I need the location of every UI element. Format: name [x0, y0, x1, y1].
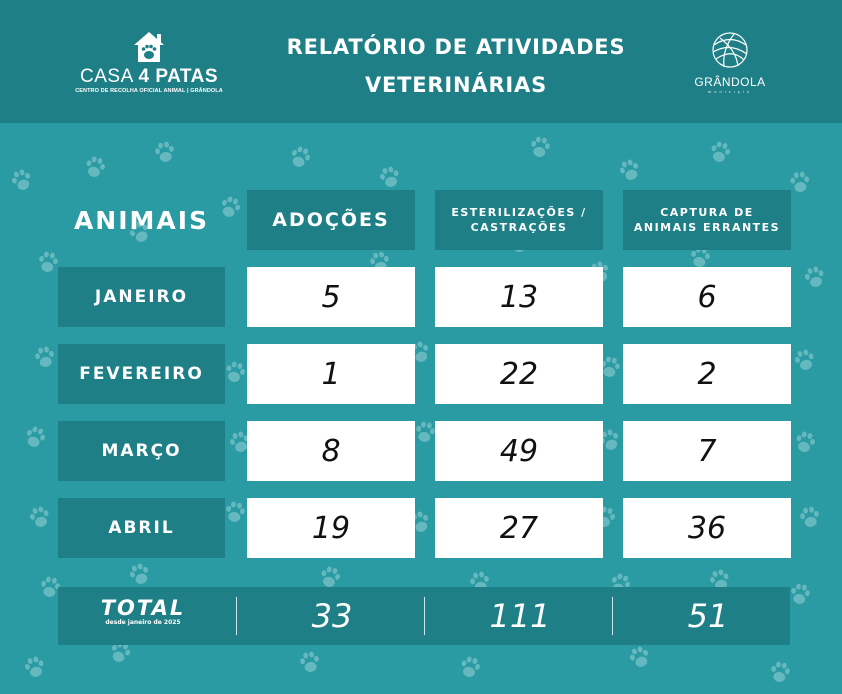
- column-header-label: ADOÇÕES: [272, 209, 390, 231]
- house-paw-icon: [134, 32, 164, 62]
- paw-icon: [619, 159, 639, 180]
- paw-icon: [629, 646, 649, 667]
- paw-icon: [25, 656, 44, 677]
- total-captures: 51: [687, 597, 729, 635]
- cell-marco-sterilizations: 49: [435, 421, 603, 481]
- paw-icon: [711, 141, 730, 162]
- paw-icon: [155, 141, 174, 162]
- title-line-1: RELATÓRIO DE ATIVIDADES: [286, 35, 626, 59]
- total-sublabel: desde janeiro de 2025: [105, 619, 181, 626]
- column-header-sterilizations: ESTERILIZAÇÕES / CASTRAÇÕES: [435, 190, 603, 250]
- paw-icon: [800, 506, 819, 527]
- cell-abril-captures: 36: [623, 498, 791, 558]
- paw-icon: [129, 221, 148, 242]
- paw-icon: [380, 166, 399, 187]
- paw-icon: [226, 361, 245, 382]
- grandola-globe-icon: [712, 32, 748, 68]
- paw-icon: [226, 501, 245, 522]
- title-line-2: VETERINÁRIAS: [364, 73, 548, 97]
- paw-icon: [416, 421, 435, 442]
- cell-marco-captures: 7: [623, 421, 791, 481]
- cell-fevereiro-adoptions: 1: [247, 344, 415, 404]
- paw-icon: [791, 583, 810, 604]
- paw-icon: [35, 346, 54, 367]
- paw-icon: [790, 171, 810, 192]
- grandola-logo: GRÂNDOLA município: [690, 30, 770, 94]
- page-title: RELATÓRIO DE ATIVIDADES VETERINÁRIAS: [250, 28, 662, 104]
- cell-abril-adoptions: 19: [247, 498, 415, 558]
- paw-icon: [321, 566, 340, 587]
- brand-name: CASA 4 PATAS: [80, 66, 218, 87]
- paw-icon: [771, 661, 790, 682]
- total-divider: [236, 597, 237, 635]
- paw-icon: [795, 349, 814, 370]
- cell-fevereiro-captures: 2: [623, 344, 791, 404]
- paw-icon: [30, 506, 49, 527]
- paw-icon: [531, 136, 550, 157]
- municipality-sub: município: [707, 89, 753, 94]
- row-header-fevereiro: FEVEREIRO: [58, 344, 225, 404]
- paw-icon: [41, 576, 60, 597]
- total-title: TOTAL: [100, 596, 186, 620]
- paw-icon: [26, 426, 46, 447]
- total-label: TOTAL desde janeiro de 2025: [58, 597, 228, 627]
- municipality-name: GRÂNDOLA: [694, 75, 766, 89]
- paw-icon: [300, 651, 319, 672]
- column-header-label-line: ANIMAIS ERRANTES: [633, 221, 781, 234]
- total-adoptions: 33: [311, 597, 353, 635]
- total-divider: [424, 597, 425, 635]
- column-header-captures: CAPTURA DE ANIMAIS ERRANTES: [623, 190, 791, 250]
- row-header-abril: ABRIL: [58, 498, 225, 558]
- row-header-marco: MARÇO: [58, 421, 225, 481]
- total-sterilizations: 111: [489, 597, 551, 635]
- paw-icon: [796, 431, 815, 452]
- cell-fevereiro-sterilizations: 22: [435, 344, 603, 404]
- paw-icon: [461, 656, 480, 677]
- animals-heading: ANIMAIS: [73, 205, 210, 235]
- cell-marco-adoptions: 8: [247, 421, 415, 481]
- paw-icon: [601, 356, 620, 377]
- column-header-label-line: ESTERILIZAÇÕES /: [451, 206, 587, 219]
- paw-icon: [11, 169, 31, 190]
- paw-icon: [86, 156, 105, 177]
- cell-janeiro-adoptions: 5: [247, 267, 415, 327]
- row-header-janeiro: JANEIRO: [58, 267, 225, 327]
- column-header-label-line: CASTRAÇÕES: [470, 221, 568, 234]
- column-header-adoptions: ADOÇÕES: [247, 190, 415, 250]
- paw-icon: [221, 196, 241, 217]
- paw-icon: [805, 266, 824, 287]
- paw-icon: [129, 563, 149, 584]
- cell-janeiro-captures: 6: [623, 267, 791, 327]
- paw-icon: [230, 431, 249, 452]
- paw-pattern-background: [11, 136, 824, 682]
- paw-icon: [39, 251, 58, 272]
- brand-subtitle: CENTRO DE RECOLHA OFICIAL ANIMAL | GRÂND…: [75, 88, 223, 94]
- paw-icon: [291, 146, 311, 167]
- cell-abril-sterilizations: 27: [435, 498, 603, 558]
- cell-janeiro-sterilizations: 13: [435, 267, 603, 327]
- paw-icon: [111, 641, 131, 662]
- casa-4-patas-logo: CASA 4 PATAS CENTRO DE RECOLHA OFICIAL A…: [70, 30, 228, 94]
- column-header-label-line: CAPTURA DE: [660, 206, 754, 219]
- total-divider: [612, 597, 613, 635]
